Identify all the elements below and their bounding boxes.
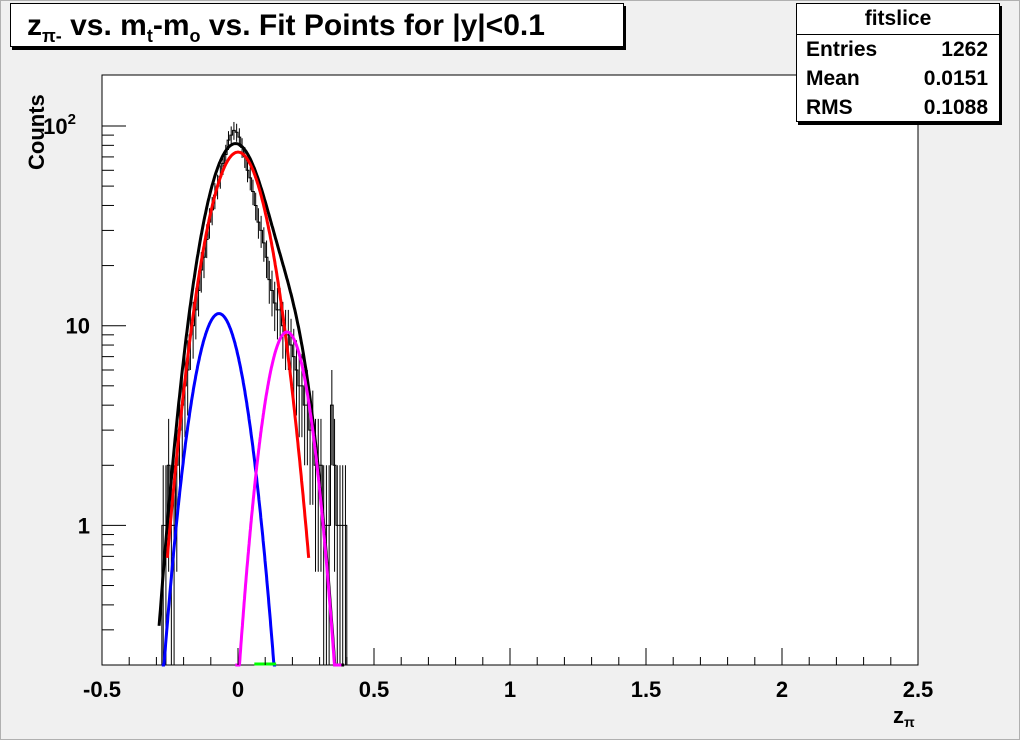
fit-curve-component-2 bbox=[161, 312, 277, 667]
x-tick-label: 1 bbox=[504, 677, 516, 702]
stats-row-mean: Mean 0.0151 bbox=[806, 67, 988, 90]
chart-title: zπ- vs. mt-mo vs. Fit Points for |y|<0.1 bbox=[10, 3, 624, 47]
x-tick-label: 2.5 bbox=[903, 677, 934, 702]
x-axis-label: zπ bbox=[893, 703, 915, 730]
y-axis-label: Counts bbox=[24, 94, 49, 170]
stats-row-rms: RMS 0.1088 bbox=[806, 96, 988, 119]
x-tick-label: 2 bbox=[776, 677, 788, 702]
y-tick-label: 1 bbox=[78, 513, 90, 538]
y-tick-label: 10 bbox=[66, 314, 90, 339]
plot-frame bbox=[101, 74, 919, 666]
x-tick-label: 0 bbox=[232, 677, 244, 702]
x-tick-label: 0.5 bbox=[359, 677, 390, 702]
x-tick-label: -0.5 bbox=[83, 677, 121, 702]
x-tick-label: 1.5 bbox=[631, 677, 662, 702]
statistics-box: fitslice Entries 1262 Mean 0.0151 RMS 0.108… bbox=[796, 3, 1000, 122]
stats-title: fitslice bbox=[797, 4, 999, 35]
stats-row-entries: Entries 1262 bbox=[806, 38, 988, 61]
fit-curve-component-3 bbox=[235, 330, 342, 667]
fit-curves bbox=[157, 142, 345, 667]
